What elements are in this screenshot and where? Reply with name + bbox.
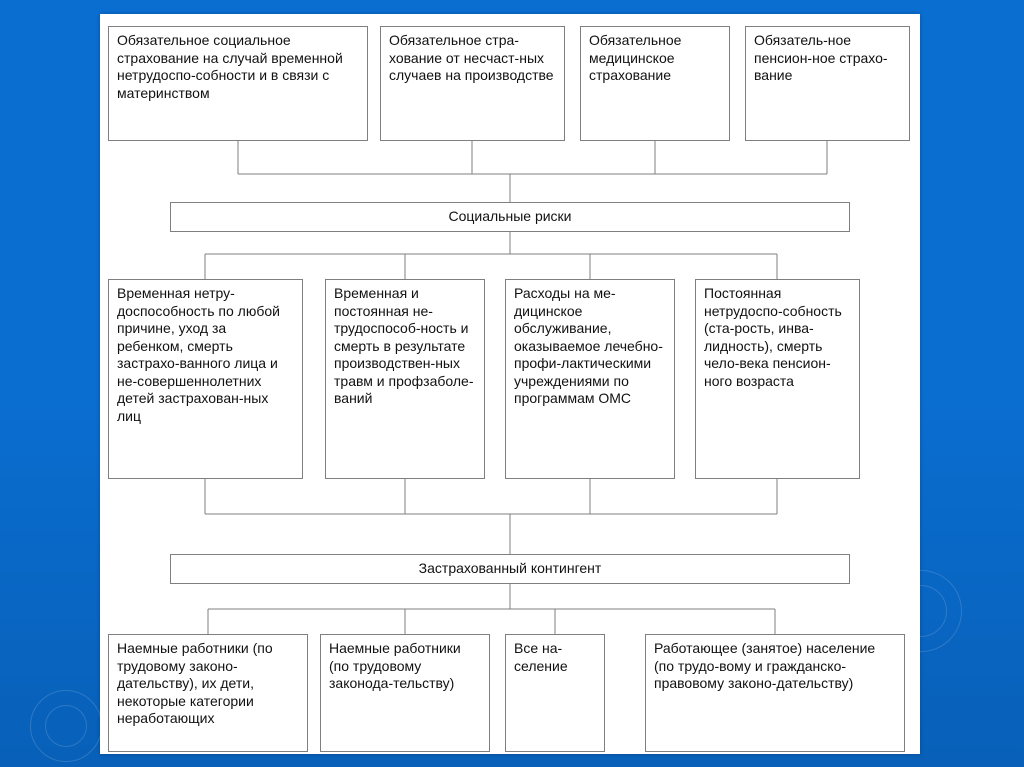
top-box-text: Обязательное социальное страхование на с… [117, 32, 343, 101]
insured-box-3: Все на-селение [505, 634, 605, 752]
top-box-3: Обязательное медицинское страхование [580, 26, 730, 141]
top-box-1: Обязательное социальное страхование на с… [108, 26, 368, 141]
risk-box-1: Временная нетру-доспособность по любой п… [108, 279, 303, 479]
risk-box-3: Расходы на ме-дицинское обслуживание, ок… [505, 279, 675, 479]
top-box-4: Обязатель-ное пенсион-ное страхо-вание [745, 26, 910, 141]
slide-background: Обязательное социальное страхование на с… [0, 0, 1024, 767]
header-text: Социальные риски [448, 208, 571, 226]
risk-text: Временная и постоянная не-трудоспособ-но… [334, 285, 473, 406]
top-box-text: Обязатель-ное пенсион-ное страхо-вание [754, 32, 888, 83]
top-box-text: Обязательное стра-хование от несчаст-ных… [389, 32, 554, 83]
insured-text: Наемные работники (по трудовому законо-д… [117, 640, 273, 726]
insured-box-1: Наемные работники (по трудовому законо-д… [108, 634, 308, 752]
flowchart-canvas: Обязательное социальное страхование на с… [100, 14, 920, 754]
decoration-ripple [45, 705, 87, 747]
risk-text: Постоянная нетрудоспо-собность (ста-рост… [704, 285, 842, 389]
top-box-2: Обязательное стра-хование от несчаст-ных… [380, 26, 565, 141]
header-text: Застрахованный контингент [419, 560, 602, 578]
header-insured: Застрахованный контингент [170, 554, 850, 584]
insured-box-4: Работающее (занятое) население (по трудо… [645, 634, 905, 752]
risk-box-4: Постоянная нетрудоспо-собность (ста-рост… [695, 279, 860, 479]
insured-text: Наемные работники (по трудовому законода… [329, 640, 461, 691]
insured-text: Работающее (занятое) население (по трудо… [654, 640, 875, 691]
risk-text: Временная нетру-доспособность по любой п… [117, 285, 280, 424]
header-social-risks: Социальные риски [170, 202, 850, 232]
insured-box-2: Наемные работники (по трудовому законода… [320, 634, 490, 752]
risk-text: Расходы на ме-дицинское обслуживание, ок… [514, 285, 663, 406]
top-box-text: Обязательное медицинское страхование [589, 32, 681, 83]
insured-text: Все на-селение [514, 640, 568, 674]
risk-box-2: Временная и постоянная не-трудоспособ-но… [325, 279, 485, 479]
